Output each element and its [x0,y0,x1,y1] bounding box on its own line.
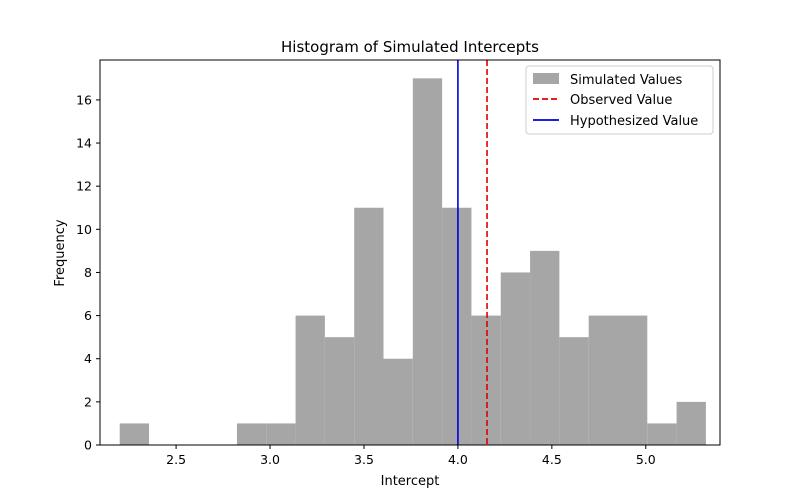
x-tick-label: 4.5 [542,452,562,467]
histogram-bar [119,423,150,445]
histogram-bar [324,337,355,445]
y-tick-label: 16 [76,92,92,107]
histogram-bar [559,337,589,445]
x-tick-label: 3.0 [260,452,280,467]
y-tick-label: 4 [84,351,92,366]
legend-label-simulated: Simulated Values [570,73,683,88]
y-tick-label: 10 [76,222,92,237]
histogram-bar [295,315,325,445]
histogram-bar [442,207,472,445]
histogram-bar [530,250,560,445]
y-tick-label: 12 [76,179,92,194]
y-tick-label: 2 [84,394,92,409]
x-tick-label: 5.0 [636,452,656,467]
histogram-bar [354,207,384,445]
histogram-bar [676,401,706,445]
histogram-bar [500,272,531,445]
histogram-bar [383,358,413,445]
histogram-bar [236,423,267,445]
y-tick-label: 14 [76,136,92,151]
histogram-bars [119,78,706,445]
histogram-bar [647,423,677,445]
y-tick-label: 8 [84,265,92,280]
chart-title: Histogram of Simulated Intercepts [281,38,539,56]
reference-lines [457,60,488,445]
legend-label-hypothesized: Hypothesized Value [570,114,698,129]
x-tick-label: 4.0 [448,452,468,467]
histogram-bar [588,315,618,445]
plot-frame [99,59,721,446]
y-axis-label: Frequency [53,219,68,286]
legend-swatch-simulated [533,73,559,84]
x-axis-label: Intercept [381,474,440,489]
histogram-bar [617,315,648,445]
histogram-bar [412,78,443,445]
legend-box [525,65,714,135]
legend-label-observed: Observed Value [570,93,672,108]
y-tick-label: 6 [84,308,92,323]
histogram-bar [471,315,501,445]
x-axis-ticks: 2.5 3.0 3.5 4.0 4.5 5.0 [166,445,656,467]
x-tick-label: 3.5 [354,452,374,467]
histogram-bar [266,423,296,445]
y-axis-ticks: 0 2 4 6 8 10 12 14 16 [76,92,100,453]
y-tick-label: 0 [84,438,92,453]
x-tick-label: 2.5 [166,452,186,467]
chart-legend: Simulated Values Observed Value Hypothes… [525,65,714,135]
